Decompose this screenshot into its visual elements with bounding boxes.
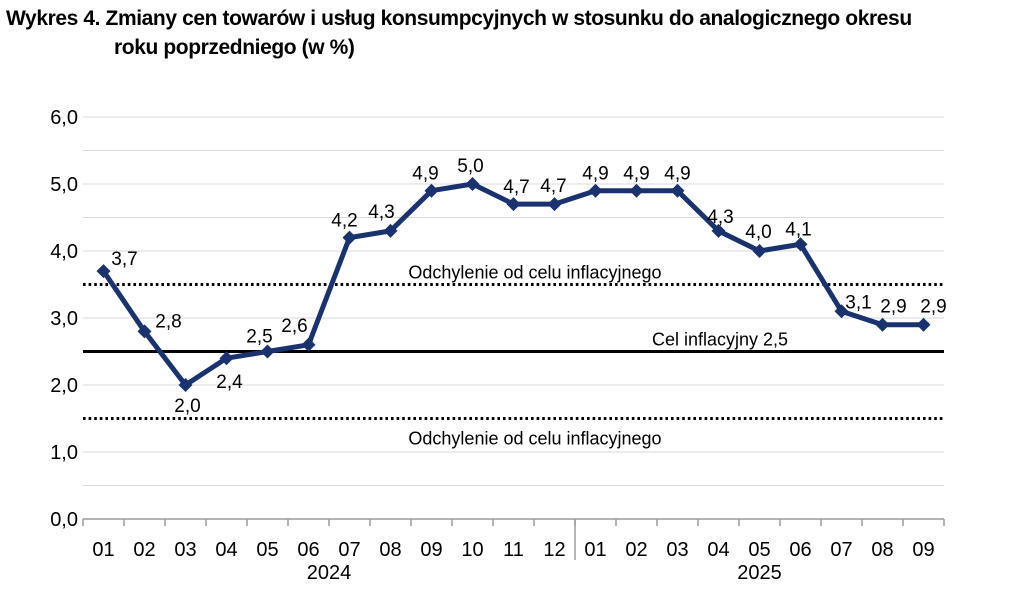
data-point-label: 4,3 xyxy=(368,202,394,223)
x-axis-month-label: 08 xyxy=(871,539,893,561)
x-axis-month-label: 06 xyxy=(789,539,811,561)
data-point-label: 2,9 xyxy=(880,297,906,318)
x-axis-month-label: 04 xyxy=(707,539,729,561)
x-axis-month-label: 11 xyxy=(503,539,524,561)
data-point-label: 2,4 xyxy=(216,372,243,393)
y-axis-label: 5,0 xyxy=(50,174,78,196)
data-point-marker xyxy=(916,317,931,332)
data-point-marker xyxy=(465,177,480,191)
data-point-label: 4,3 xyxy=(707,207,733,228)
reference-line-label: Odchylenie od celu inflacyjnego xyxy=(408,263,661,283)
data-point-marker xyxy=(96,264,111,279)
data-point-marker xyxy=(301,337,316,352)
x-axis-month-label: 12 xyxy=(543,539,565,561)
chart-title-line2: roku poprzedniego (w %) xyxy=(114,36,355,59)
data-point-label: 4,0 xyxy=(745,222,771,243)
x-axis-month-label: 07 xyxy=(338,539,360,561)
x-axis-month-label: 02 xyxy=(133,539,155,561)
x-axis-month-label: 05 xyxy=(256,539,278,561)
data-point-label: 5,0 xyxy=(457,156,483,177)
data-point-label: 3,7 xyxy=(111,249,137,270)
x-axis-month-label: 03 xyxy=(174,539,196,561)
chart-title: Wykres 4. Zmiany cen towarów i usług kon… xyxy=(6,4,1020,62)
y-axis-label: 4,0 xyxy=(50,241,78,263)
x-axis-month-label: 09 xyxy=(912,539,934,561)
x-axis-month-label: 05 xyxy=(748,539,770,561)
x-axis-month-label: 06 xyxy=(297,539,319,561)
data-point-label: 2,5 xyxy=(246,327,272,348)
data-point-marker xyxy=(752,244,767,258)
data-point-label: 2,0 xyxy=(174,396,200,417)
x-axis-month-label: 10 xyxy=(461,539,483,561)
data-point-label: 4,7 xyxy=(540,176,566,197)
x-axis-month-label: 07 xyxy=(830,539,852,561)
y-axis-label: 6,0 xyxy=(50,107,78,129)
data-point-label: 2,6 xyxy=(281,316,307,337)
data-point-marker xyxy=(834,304,849,319)
x-axis-year-label: 2024 xyxy=(307,562,352,584)
data-point-label: 4,7 xyxy=(503,177,529,198)
data-point-marker xyxy=(137,324,152,339)
data-point-marker xyxy=(547,197,562,212)
data-point-marker xyxy=(383,223,398,238)
data-point-label: 4,9 xyxy=(582,164,608,185)
reference-line-label: Odchylenie od celu inflacyjnego xyxy=(408,429,661,449)
data-point-label: 4,9 xyxy=(664,164,690,185)
data-point-marker xyxy=(588,183,603,198)
x-axis-month-label: 02 xyxy=(625,539,647,561)
data-point-marker xyxy=(711,223,726,238)
data-point-marker xyxy=(178,378,193,392)
data-point-label: 4,2 xyxy=(331,211,357,232)
data-point-marker xyxy=(670,183,685,198)
x-axis-month-label: 01 xyxy=(92,539,114,561)
data-point-marker xyxy=(875,317,890,332)
x-axis-month-label: 09 xyxy=(420,539,442,561)
y-axis-label: 2,0 xyxy=(50,375,78,397)
data-point-label: 4,1 xyxy=(785,219,811,240)
x-axis-year-label: 2025 xyxy=(737,562,782,584)
data-point-marker xyxy=(219,351,234,366)
data-point-label: 4,9 xyxy=(412,164,438,185)
x-axis-month-label: 01 xyxy=(584,539,606,561)
x-axis-month-label: 04 xyxy=(215,539,237,561)
data-point-label: 2,9 xyxy=(920,297,946,318)
reference-line-label: Cel inflacyjny 2,5 xyxy=(652,330,788,350)
y-axis-label: 0,0 xyxy=(50,509,78,531)
x-axis-month-label: 03 xyxy=(666,539,688,561)
x-axis-month-label: 08 xyxy=(379,539,401,561)
chart-title-line1: Wykres 4. Zmiany cen towarów i usług kon… xyxy=(6,7,912,30)
y-axis-label: 1,0 xyxy=(50,442,78,464)
data-point-marker xyxy=(506,197,521,212)
data-point-label: 4,9 xyxy=(623,164,649,185)
data-point-marker xyxy=(424,183,439,198)
data-point-marker xyxy=(260,344,275,359)
data-point-marker xyxy=(629,183,644,198)
data-point-label: 3,1 xyxy=(845,292,871,313)
data-point-marker xyxy=(342,230,357,245)
y-axis-label: 3,0 xyxy=(50,308,78,330)
data-point-label: 2,8 xyxy=(155,311,181,332)
data-point-marker xyxy=(793,237,808,252)
